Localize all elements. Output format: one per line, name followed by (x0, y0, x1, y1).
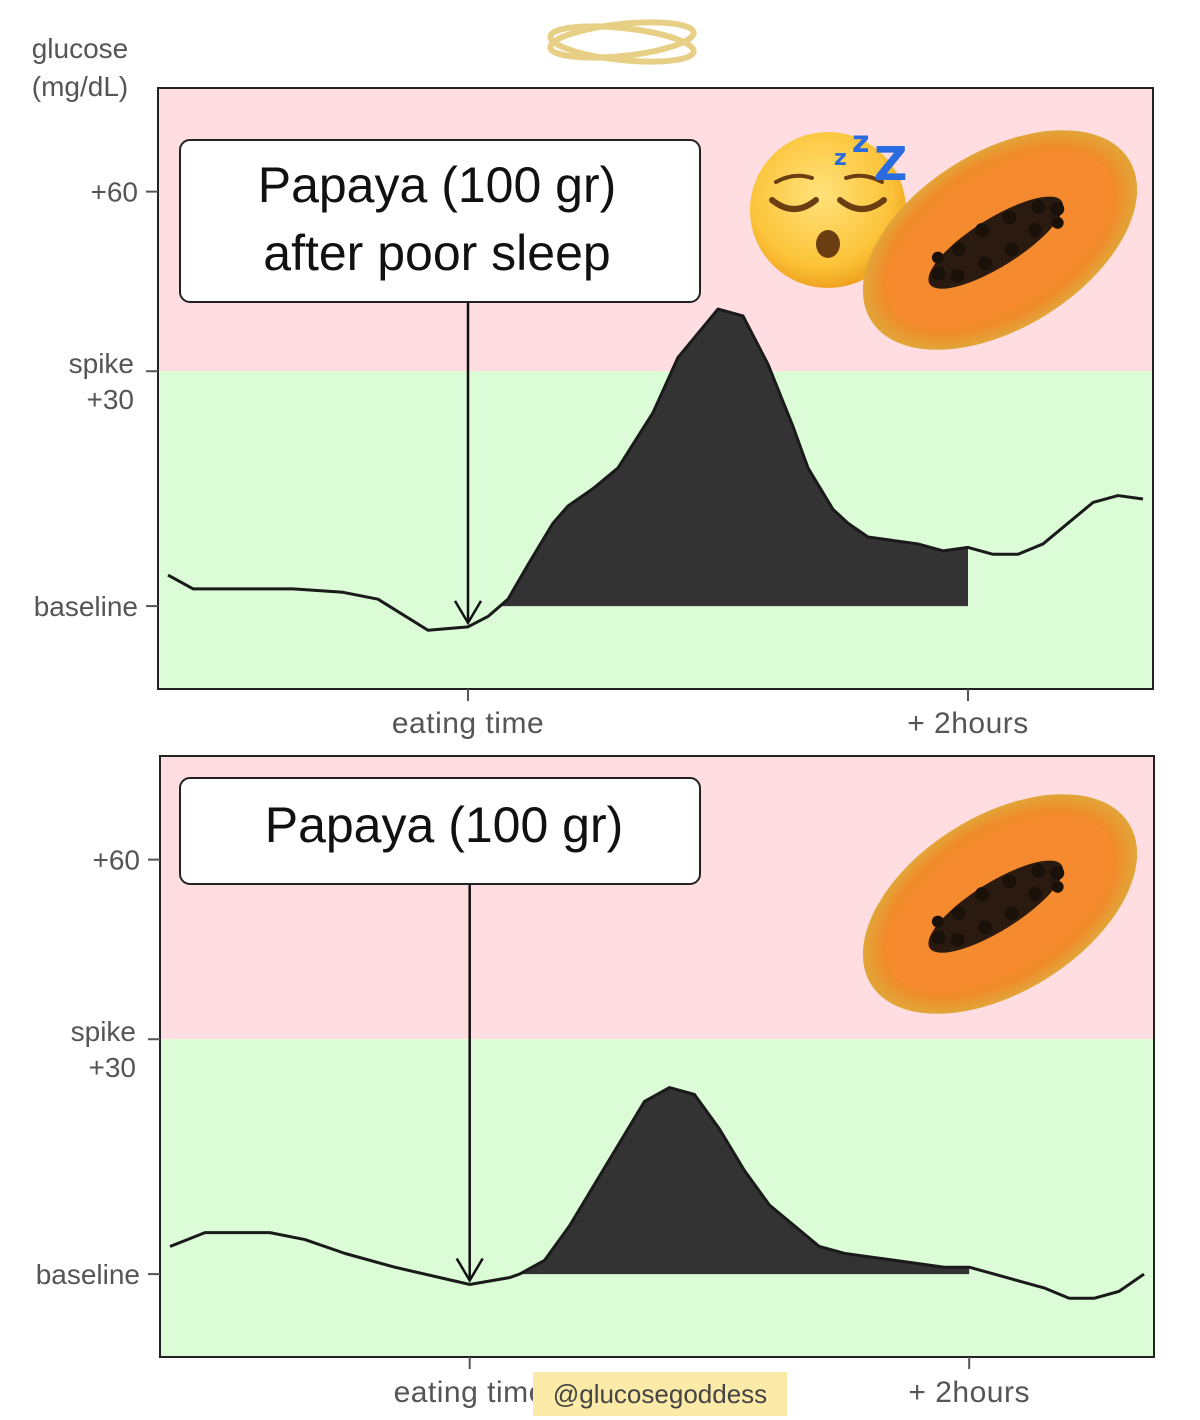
credit-handle: @glucosegoddess (553, 1379, 767, 1409)
glucose-rise-area (519, 1087, 970, 1275)
svg-text:z: z (852, 125, 869, 160)
glucose-curve (169, 1086, 1145, 1300)
meal-arrow (453, 302, 483, 626)
y-tick-label: spike (69, 348, 134, 379)
sleepy-face-icon: z z Z (750, 125, 907, 288)
credit-badge: @glucosegoddess (533, 1372, 787, 1416)
y-tick-label: +60 (93, 845, 141, 876)
meal-arrow (455, 884, 484, 1283)
yaxis-title-line1: glucose (32, 33, 129, 64)
halo-icon (547, 19, 697, 65)
glucose-rise-area (498, 309, 968, 608)
y-tick-label: baseline (36, 1259, 140, 1290)
yaxis-title-line2: (mg/dL) (32, 71, 128, 102)
x-tick-label: + 2hours (907, 707, 1029, 740)
y-tick-label: +60 (91, 177, 139, 208)
chart-title-box: Papaya (100 gr) after poor sleep (179, 139, 701, 303)
x-ticks: eating time + 2hours (394, 1357, 1030, 1409)
papaya-icon (862, 130, 1138, 350)
x-tick-label: + 2hours (908, 1376, 1030, 1409)
chart-title-box: Papaya (100 gr) (179, 777, 701, 885)
x-tick-label: eating time (392, 707, 544, 740)
y-tick-label: spike (71, 1016, 136, 1047)
svg-text:Z: Z (874, 137, 907, 191)
x-ticks: eating time + 2hours (392, 689, 1029, 740)
y-ticks: +60 spike +30 baseline (36, 845, 160, 1290)
y-tick-label: +30 (87, 384, 135, 415)
y-ticks: +60 spike +30 baseline (34, 177, 158, 622)
plot-frame (157, 87, 1154, 690)
papaya-icon (862, 794, 1138, 1014)
y-tick-label: baseline (34, 591, 138, 622)
plot-frame (159, 755, 1155, 1358)
x-tick-label: eating time (394, 1376, 546, 1409)
chart-title-line2: after poor sleep (263, 225, 610, 281)
chart-title-line1: Papaya (100 gr) (258, 157, 617, 213)
glucose-curve (167, 307, 1144, 632)
svg-text:z: z (834, 146, 847, 171)
chart-title-line1: Papaya (100 gr) (265, 797, 624, 853)
y-tick-label: +30 (89, 1052, 137, 1083)
